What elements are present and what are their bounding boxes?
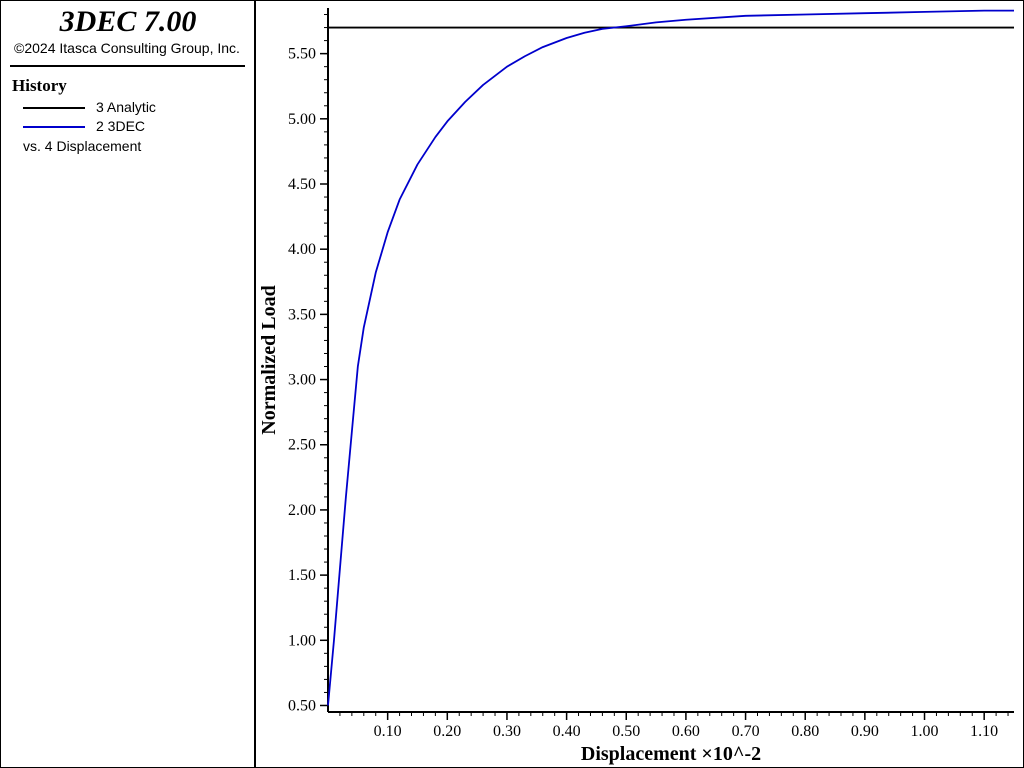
legend-swatch-analytic: [23, 107, 85, 109]
x-tick-label: 0.90: [851, 723, 879, 740]
y-tick-label: 0.50: [288, 697, 316, 714]
x-tick-label: 0.20: [433, 723, 461, 740]
x-tick-label: 0.40: [553, 723, 581, 740]
y-tick-label: 4.50: [288, 176, 316, 193]
x-tick-label: 1.00: [911, 723, 939, 740]
x-tick-label: 0.30: [493, 723, 521, 740]
x-tick-label: 1.10: [970, 723, 998, 740]
y-tick-label: 1.50: [288, 567, 316, 584]
y-tick-label: 3.00: [288, 372, 316, 389]
legend-label-3dec: 2 3DEC: [96, 118, 146, 134]
y-axis-title: Normalized Load: [258, 285, 280, 434]
y-tick-label: 2.00: [288, 502, 316, 519]
y-tick-label: 5.50: [288, 46, 316, 63]
x-tick-label: 0.10: [374, 723, 402, 740]
legend-panel: 3DEC 7.00 ©2024 Itasca Consulting Group,…: [0, 0, 256, 768]
y-tick-label: 4.00: [288, 241, 316, 258]
y-tick-label: 3.50: [288, 306, 316, 323]
x-tick-label: 0.80: [791, 723, 819, 740]
title-divider: [10, 65, 245, 67]
legend-label-analytic: 3 Analytic: [96, 99, 156, 115]
y-tick-label: 2.50: [288, 437, 316, 454]
x-tick-label: 0.60: [672, 723, 700, 740]
legend-item-3dec: 2 3DEC: [23, 117, 243, 135]
x-tick-label: 0.70: [732, 723, 760, 740]
y-tick-label: 1.00: [288, 632, 316, 649]
legend-heading: History: [12, 76, 67, 95]
legend-versus-label: vs. 4 Displacement: [23, 138, 142, 154]
copyright-notice: ©2024 Itasca Consulting Group, Inc.: [14, 40, 240, 56]
legend-item-analytic: 3 Analytic: [23, 98, 243, 116]
legend-swatch-3dec: [23, 126, 85, 128]
x-tick-label: 0.50: [612, 723, 640, 740]
y-tick-label: 5.00: [288, 111, 316, 128]
x-axis-title: Displacement ×10^-2: [581, 743, 761, 765]
app-title: 3DEC 7.00: [59, 5, 197, 38]
series-line-3dec: [327, 9, 1014, 706]
